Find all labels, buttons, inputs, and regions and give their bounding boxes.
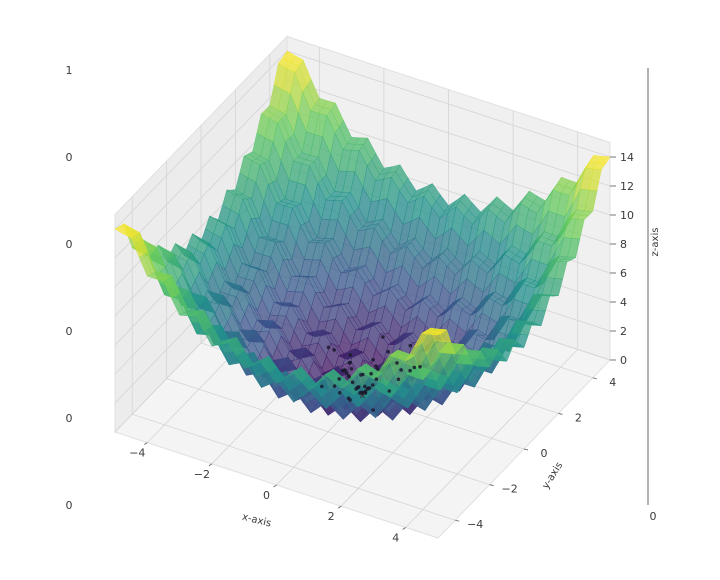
x-tick-label: −2 xyxy=(194,468,210,481)
y-tick-label: −4 xyxy=(467,518,483,531)
z-tick-label: 8 xyxy=(620,238,627,251)
sample-point xyxy=(408,369,412,373)
y-tick-label: 0 xyxy=(541,447,548,460)
z-tick-label: 2 xyxy=(620,325,627,338)
z-tick-label: 14 xyxy=(620,151,634,164)
x-tick-mark xyxy=(403,527,406,529)
sample-point xyxy=(397,378,401,382)
y-tick-mark xyxy=(455,520,459,521)
sample-point xyxy=(395,361,399,365)
y-tick-label: 2 xyxy=(575,411,582,424)
sample-point xyxy=(386,350,390,354)
sample-point xyxy=(363,385,367,389)
left-scale-label: 0 xyxy=(66,412,73,425)
sample-point xyxy=(418,365,422,369)
right-scale-label: 0 xyxy=(650,510,657,523)
left-scale-label: 0 xyxy=(66,151,73,164)
z-tick-label: 6 xyxy=(620,267,627,280)
sample-point xyxy=(343,368,347,372)
sample-point xyxy=(409,344,413,348)
sample-point xyxy=(333,384,337,388)
x-tick-label: −4 xyxy=(129,447,145,460)
sample-point xyxy=(388,389,392,393)
z-axis-label: z-axis xyxy=(650,228,661,257)
sample-point xyxy=(356,385,360,389)
z-tick-label: 0 xyxy=(620,354,627,367)
left-scale-label: 0 xyxy=(66,238,73,251)
left-scale-label: 0 xyxy=(66,499,73,512)
y-tick-label: −2 xyxy=(501,483,517,496)
sample-point xyxy=(369,372,373,376)
z-tick-label: 12 xyxy=(620,180,634,193)
sample-point xyxy=(350,367,354,371)
y-tick-mark xyxy=(524,449,528,450)
sample-point xyxy=(375,377,379,381)
x-tick-label: 2 xyxy=(328,510,335,523)
sample-point xyxy=(349,353,353,357)
x-tick-label: 0 xyxy=(263,489,270,502)
z-tick-label: 4 xyxy=(620,296,627,309)
y-tick-mark xyxy=(490,485,494,486)
x-tick-mark xyxy=(274,485,277,487)
sample-point xyxy=(347,375,351,379)
sample-point xyxy=(349,361,353,365)
sample-point xyxy=(338,391,342,395)
y-tick-mark xyxy=(558,413,562,414)
minimum-marker: ✕ xyxy=(359,392,367,402)
sample-point xyxy=(413,366,417,370)
x-tick-label: 4 xyxy=(392,531,399,544)
x-tick-mark xyxy=(209,464,212,466)
sample-point xyxy=(337,377,341,381)
sample-point xyxy=(399,368,403,372)
x-tick-mark xyxy=(338,506,341,508)
sample-point xyxy=(327,346,331,350)
sample-point xyxy=(381,335,385,339)
y-axis-label: y-axis xyxy=(540,460,565,491)
sample-point xyxy=(361,373,365,377)
x-tick-mark xyxy=(144,443,147,445)
sample-point xyxy=(368,386,372,390)
sample-point xyxy=(371,383,375,387)
sample-point xyxy=(332,348,336,352)
sample-point xyxy=(320,385,324,389)
y-tick-mark xyxy=(593,378,597,379)
y-tick-label: 4 xyxy=(609,376,616,389)
left-scale-label: 1 xyxy=(66,64,73,77)
z-tick-label: 10 xyxy=(620,209,634,222)
sample-point xyxy=(351,380,355,384)
left-scale-label: 0 xyxy=(66,325,73,338)
sample-point xyxy=(376,367,380,371)
sample-point xyxy=(371,408,375,412)
sample-point xyxy=(374,364,378,368)
x-axis-label: x-axis xyxy=(241,512,272,530)
sample-point xyxy=(371,358,375,362)
sample-point xyxy=(347,396,351,400)
